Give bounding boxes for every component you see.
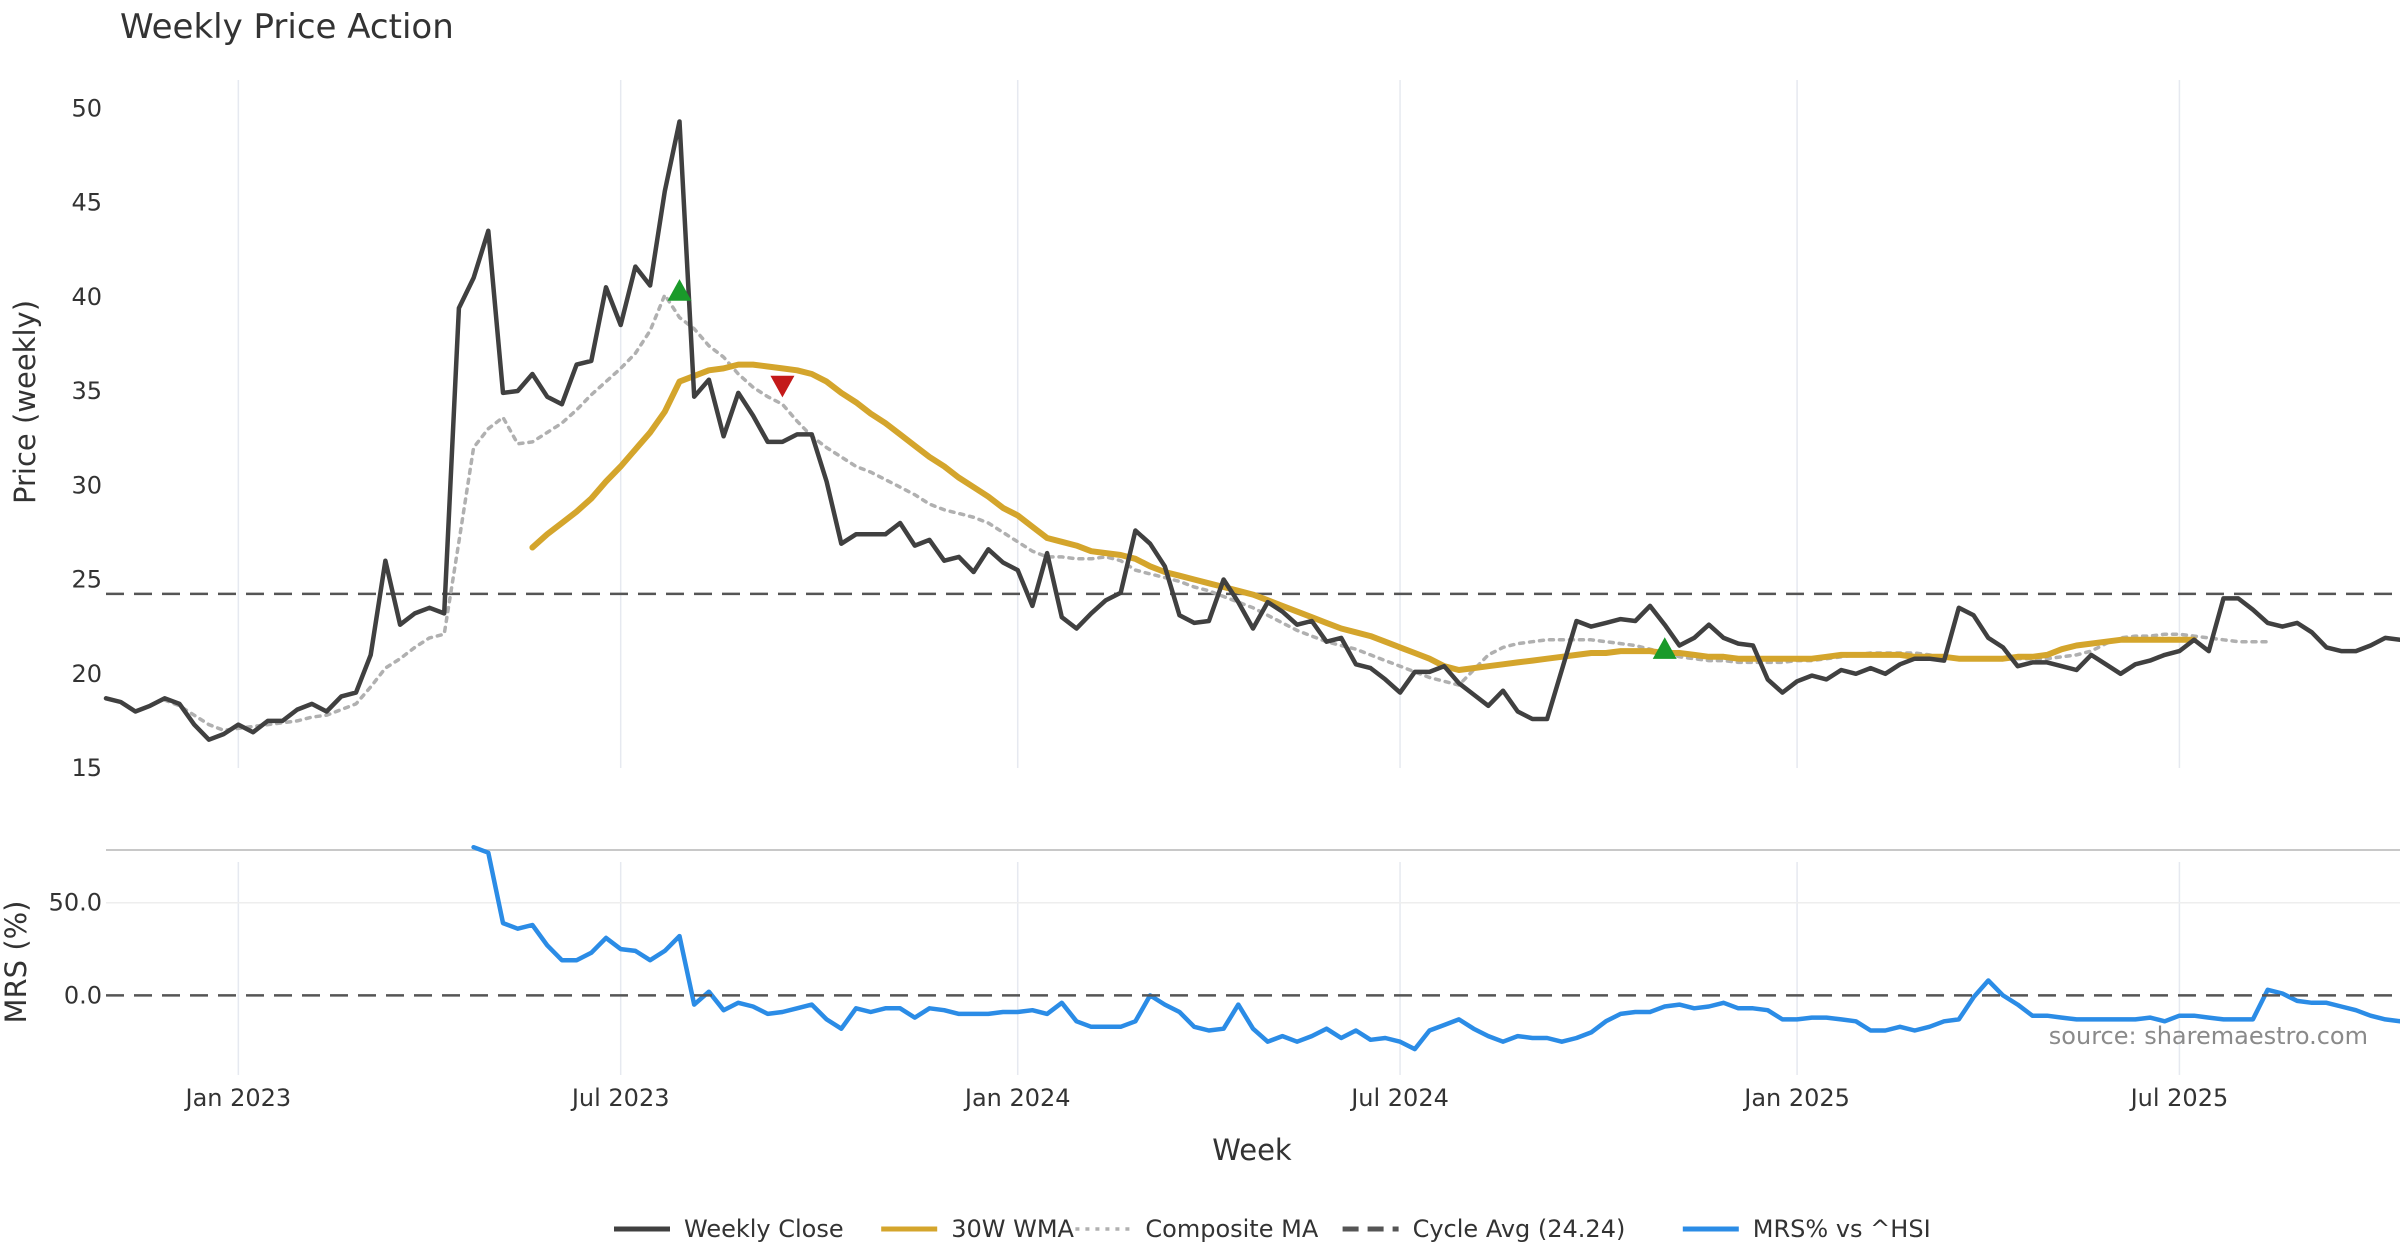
composite-ma-series <box>163 293 2270 733</box>
bottom-y-tick-label: 50.0 <box>49 889 102 917</box>
top-y-tick-label: 15 <box>71 754 102 782</box>
top-y-tick-label: 50 <box>71 94 102 122</box>
mrs-vs-hsi-series <box>471 844 2400 1052</box>
x-tick-label: Jul 2024 <box>1349 1084 1449 1112</box>
legend-label-30w-wma: 30W WMA <box>951 1215 1074 1243</box>
x-tick-label: Jul 2023 <box>570 1084 670 1112</box>
top-y-tick-label: 20 <box>71 660 102 688</box>
x-tick-label: Jul 2025 <box>2129 1084 2229 1112</box>
sell-signal-marker <box>770 375 795 398</box>
bottom-y-tick-label: 0.0 <box>64 981 102 1009</box>
source-annotation: source: sharemaestro.com <box>2049 1022 2368 1050</box>
top-y-tick-label: 30 <box>71 471 102 499</box>
weekly-close-series <box>103 119 2400 742</box>
buy-signal-marker <box>667 279 692 301</box>
x-axis: Jan 2023 Jul 2023 Jan 2024 Jul 2024 Jan 2025… <box>183 1084 2228 1112</box>
30w-wma-series <box>529 361 2198 673</box>
top-y-tick-label: 35 <box>71 377 102 405</box>
legend-label-weekly-close: Weekly Close <box>684 1215 844 1243</box>
legend-label-composite-ma: Composite MA <box>1145 1215 1318 1243</box>
top-y-axis: 15 20 25 30 35 40 45 50 <box>71 94 102 782</box>
top-y-tick-label: 45 <box>71 189 102 217</box>
x-tick-label: Jan 2023 <box>183 1084 291 1112</box>
x-tick-label: Jan 2025 <box>1742 1084 1850 1112</box>
top-y-tick-label: 40 <box>71 283 102 311</box>
bottom-y-axis: 0.0 50.0 <box>49 889 102 1010</box>
legend-label-cycle-avg-24-24: Cycle Avg (24.24) <box>1413 1215 1626 1243</box>
chart-title: Weekly Price Action <box>120 7 454 47</box>
top-y-axis-label: Price (weekly) <box>8 300 42 504</box>
bottom-panel-series <box>106 844 2400 1052</box>
top-panel-grid <box>237 80 2181 768</box>
legend-label-mrs-vs-hsi: MRS% vs ^HSI <box>1753 1215 1931 1243</box>
bottom-y-axis-label: MRS (%) <box>0 901 33 1024</box>
top-y-tick-label: 25 <box>71 566 102 594</box>
top-panel-series <box>103 119 2400 742</box>
buy-signal-marker <box>1652 637 1677 659</box>
x-tick-label: Jan 2024 <box>963 1084 1071 1112</box>
x-axis-label: Week <box>1212 1133 1292 1167</box>
signal-markers <box>667 279 1677 659</box>
chart-legend: Weekly Close 30W WMA Composite MA Cycle Avg… <box>614 1215 1931 1243</box>
